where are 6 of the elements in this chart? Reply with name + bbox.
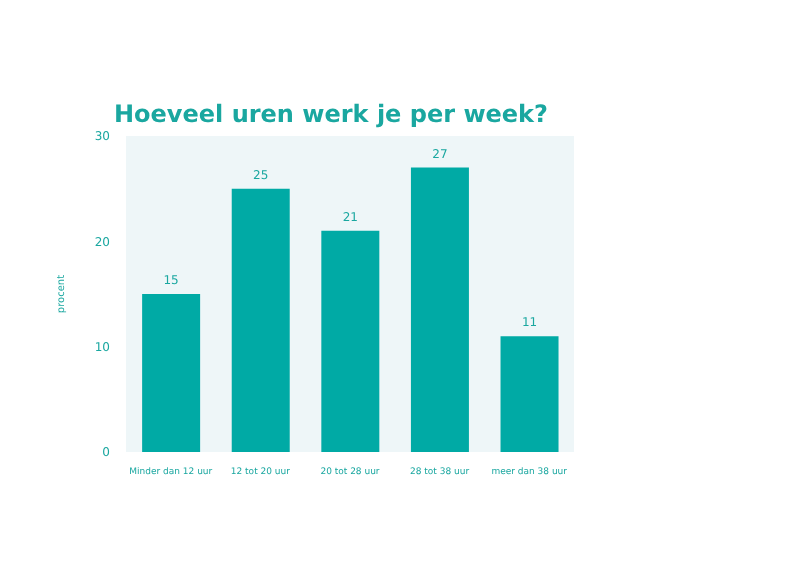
bar — [410, 167, 469, 452]
bar — [500, 336, 559, 452]
bar — [142, 294, 201, 452]
bar — [321, 230, 380, 452]
bar — [231, 188, 290, 452]
chart-title: Hoeveel uren werk je per week? — [114, 100, 548, 128]
